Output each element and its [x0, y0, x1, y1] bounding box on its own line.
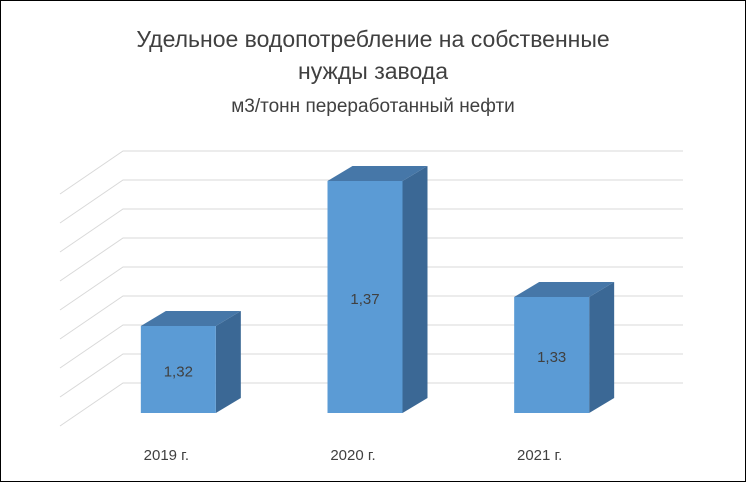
grid-line [59, 382, 683, 427]
x-tick-label: 2021 г. [517, 447, 562, 464]
grid-line [59, 324, 683, 369]
grid-line [59, 353, 683, 398]
bar-front [140, 326, 216, 413]
grid-line [59, 266, 683, 311]
bar-top [327, 166, 428, 181]
grid-line [59, 150, 683, 195]
bar-side [215, 311, 241, 413]
chart-title: Удельное водопотребление на собственные [136, 26, 609, 52]
bar [327, 166, 428, 413]
data-label: 1,37 [350, 291, 379, 308]
bar [514, 282, 615, 413]
bar-top [140, 311, 241, 326]
data-label: 1,32 [164, 363, 193, 380]
bar-top [514, 282, 615, 297]
bar-side [402, 166, 428, 413]
x-tick-label: 2019 г. [144, 447, 189, 464]
grid-line [59, 237, 683, 282]
bar-front [327, 181, 403, 413]
chart-subtitle: м3/тонн переработанный нефти [231, 96, 515, 117]
grid-line [59, 208, 683, 253]
grid-line [59, 295, 683, 340]
bar-front [514, 297, 590, 413]
chart-title: нужды завода [298, 58, 448, 84]
bar [140, 311, 241, 413]
x-tick-label: 2020 г. [330, 447, 375, 464]
data-label: 1,33 [537, 349, 566, 366]
bar-side [589, 282, 615, 413]
grid-line [59, 179, 683, 224]
